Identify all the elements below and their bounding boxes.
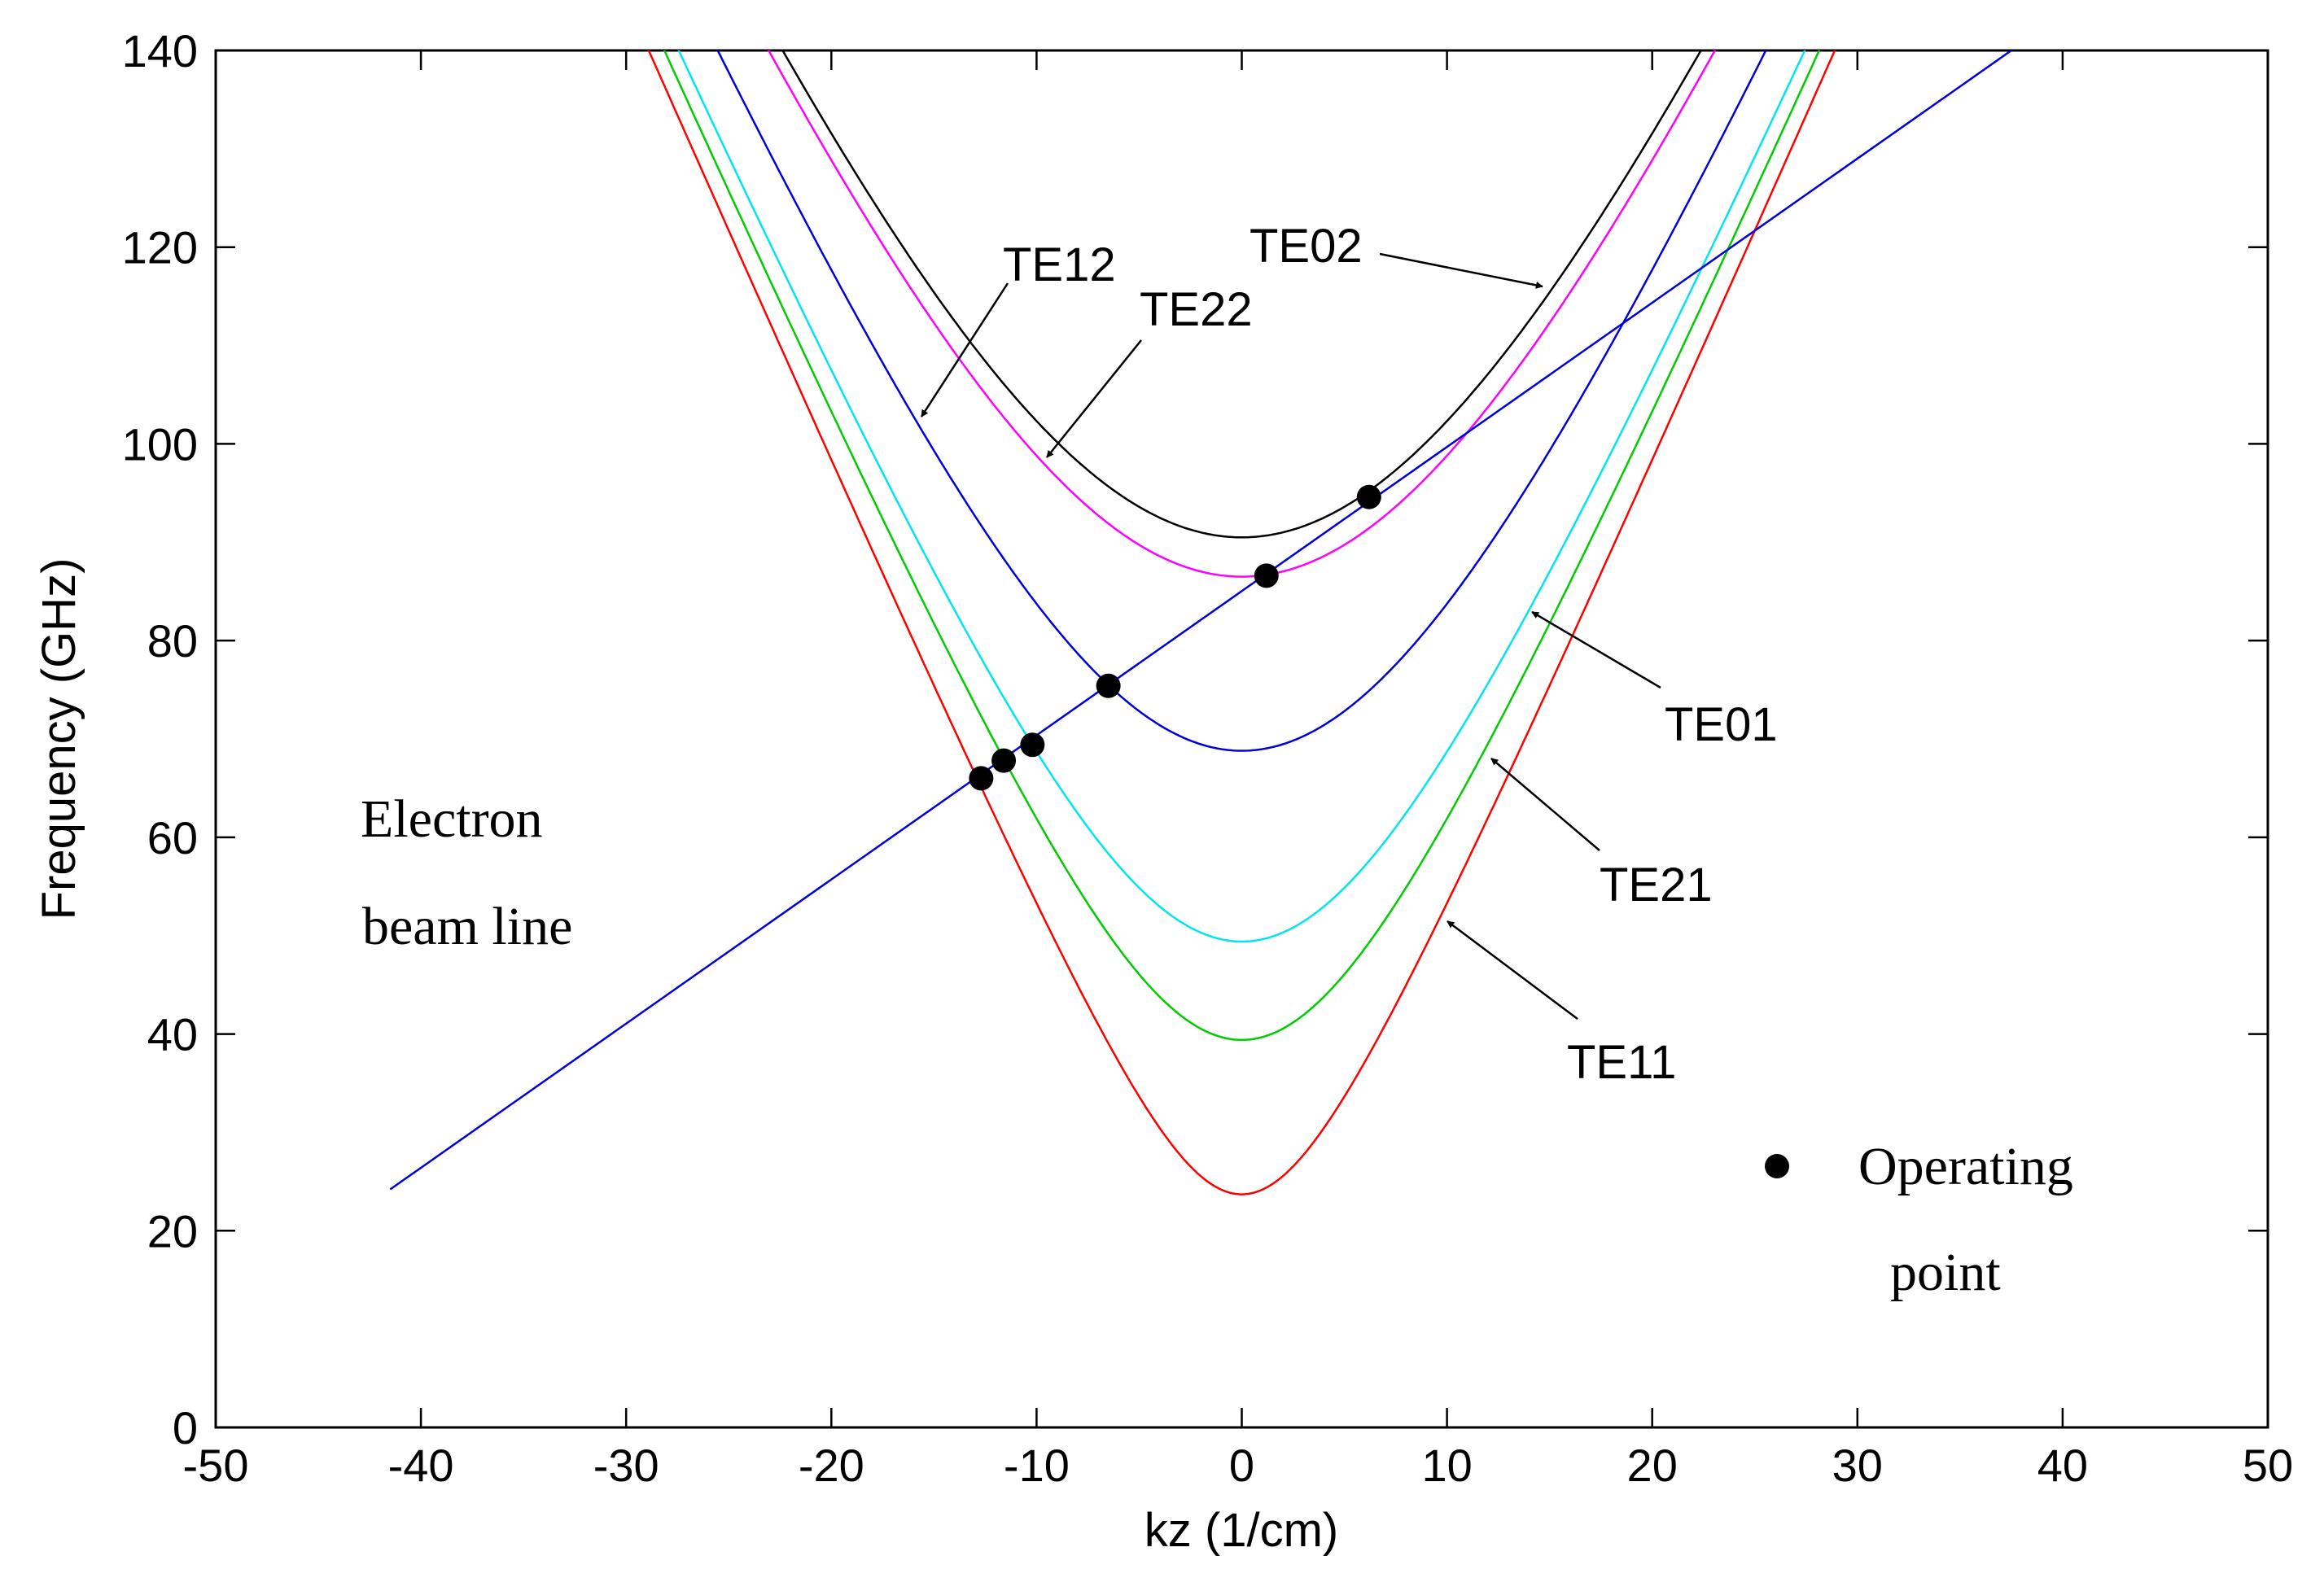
label-te02: TE02 [1250, 220, 1363, 273]
x-tick-label: 10 [1421, 1440, 1472, 1491]
y-tick-label: 80 [147, 615, 198, 667]
x-tick-label: -20 [799, 1440, 864, 1491]
x-tick-label: -50 [183, 1440, 249, 1491]
y-tick-label: 20 [147, 1205, 198, 1257]
label-te11: TE11 [1567, 1036, 1676, 1089]
series-line-te11 [647, 50, 1836, 1195]
label-te12: TE12 [1003, 238, 1116, 291]
x-tick-label: 0 [1229, 1440, 1254, 1491]
beam-label-line2: beam line [362, 897, 572, 956]
y-tick-label: 60 [147, 812, 198, 863]
operating-point-marker [991, 748, 1017, 773]
series-line-te22 [767, 50, 1717, 578]
x-tick-label: 30 [1832, 1440, 1883, 1491]
operating-points [969, 484, 1381, 791]
label-te21: TE21 [1600, 859, 1713, 911]
x-tick-label: 50 [2243, 1440, 2293, 1491]
y-tick-label: 100 [122, 418, 198, 470]
legend-label-line2: point [1890, 1243, 2001, 1302]
series-line-te12 [716, 50, 1767, 752]
series-line-te21 [663, 50, 1821, 1042]
operating-point-marker [969, 766, 994, 791]
legend-marker [1765, 1154, 1789, 1178]
x-tick-label: 40 [2037, 1440, 2088, 1491]
series-line-electron-beam-line [389, 50, 2012, 1191]
x-axis-label: kz (1/cm) [1144, 1504, 1338, 1557]
y-tick-label: 40 [147, 1009, 198, 1060]
beam-label-line1: Electron [361, 789, 543, 849]
arrow-te11 [1446, 920, 1578, 1020]
operating-point-marker [1254, 563, 1279, 588]
operating-point-marker [1020, 732, 1045, 758]
series-line-te02 [781, 50, 1702, 539]
annotation-arrows [920, 252, 1661, 1020]
arrow-te12 [920, 282, 1009, 417]
series-line-te01 [677, 50, 1806, 943]
operating-point-marker [1356, 484, 1381, 509]
arrow-te22 [1046, 339, 1142, 458]
y-tick-label: 120 [122, 222, 198, 273]
x-tick-label: -30 [593, 1440, 659, 1491]
y-tick-labels: 0 20 40 60 80 100 120 140 [122, 25, 198, 1453]
arrow-te01 [1531, 610, 1661, 689]
x-tick-label: -40 [388, 1440, 454, 1491]
x-tick-label: -10 [1004, 1440, 1070, 1491]
dispersion-curves [389, 50, 2012, 1195]
arrow-te21 [1490, 758, 1600, 851]
label-te01: TE01 [1665, 698, 1778, 751]
y-tick-label: 140 [122, 25, 198, 76]
arrow-te02 [1379, 252, 1543, 289]
label-te22: TE22 [1140, 283, 1253, 336]
operating-point-marker [1096, 673, 1121, 698]
y-axis-label: Frequency (GHz) [33, 558, 85, 920]
legend-label-line1: Operating [1858, 1137, 2073, 1196]
x-tick-labels: -50 -40 -30 -20 -10 0 10 20 30 40 50 [183, 1440, 2294, 1491]
axis-ticks [214, 49, 2269, 1429]
plot-area [214, 49, 2269, 1429]
x-tick-label: 20 [1627, 1440, 1678, 1491]
y-tick-label: 0 [173, 1402, 198, 1453]
